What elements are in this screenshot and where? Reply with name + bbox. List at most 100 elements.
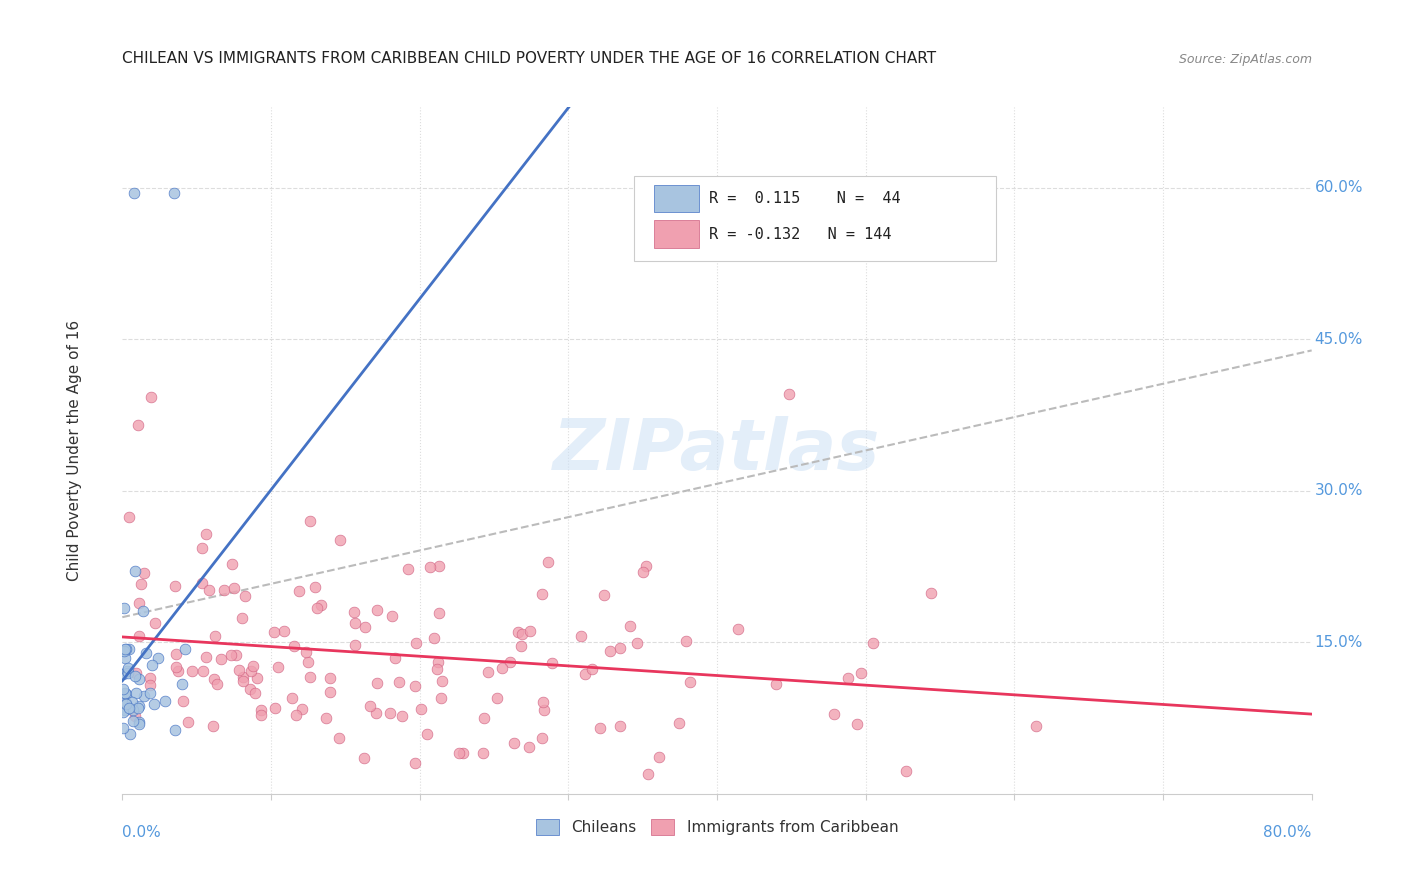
Point [396,561,419,575]
Point [354,620,377,634]
Point [239,664,262,678]
Point [477,665,499,679]
Point [128,699,150,714]
Point [246,671,269,685]
Point [510,627,533,641]
Point [243,686,266,700]
Point [378,706,401,721]
Point [574,667,596,681]
Text: R =  0.115    N =  44: R = 0.115 N = 44 [709,191,900,206]
Point [112,667,135,681]
Point [232,670,254,684]
Point [319,684,342,698]
Point [427,606,450,620]
Point [297,655,319,669]
Point [517,739,540,754]
Point [221,557,243,571]
Point [299,669,322,683]
Point [678,674,700,689]
Point [765,676,787,690]
Point [194,526,217,541]
Point [609,640,631,655]
Point [426,656,449,670]
Point [502,736,524,750]
Point [273,624,295,638]
Point [153,694,176,708]
Point [344,638,367,652]
Point [233,589,256,603]
Point [114,703,136,717]
Point [506,624,529,639]
Point [115,688,138,702]
FancyBboxPatch shape [654,220,699,248]
Point [823,706,845,721]
Point [118,510,141,524]
Point [198,583,221,598]
Point [250,707,273,722]
Point [112,682,135,697]
Point [281,691,304,706]
Point [114,651,136,665]
Point [134,689,156,703]
Point [191,664,214,678]
Point [112,644,135,658]
Text: 80.0%: 80.0% [1263,825,1312,840]
Point [141,657,163,672]
Point [139,672,162,686]
Point [405,636,427,650]
Point [675,633,697,648]
Point [165,648,187,662]
Point [177,714,200,729]
Point [423,631,446,645]
Text: 30.0%: 30.0% [1315,483,1364,499]
Point [225,648,247,662]
Point [266,660,288,674]
Point [128,629,150,643]
Point [343,615,366,630]
Point [114,686,136,700]
Point [1025,718,1047,732]
Point [139,686,162,700]
Point [491,661,513,675]
Point [409,702,432,716]
Point [221,648,243,663]
Point [194,649,217,664]
Point [472,746,495,760]
Point [599,644,621,658]
Text: 45.0%: 45.0% [1315,332,1362,347]
Text: 15.0%: 15.0% [1315,635,1362,650]
Point [112,721,135,735]
Point [353,750,375,764]
Point [124,564,146,578]
Point [391,709,413,723]
Text: CHILEAN VS IMMIGRANTS FROM CARIBBEAN CHILD POVERTY UNDER THE AGE OF 16 CORRELATI: CHILEAN VS IMMIGRANTS FROM CARIBBEAN CHI… [122,51,936,66]
Point [112,600,135,615]
Point [141,390,163,404]
Point [837,672,859,686]
Point [143,697,166,711]
Point [132,566,155,580]
Point [172,677,194,691]
Point [366,706,388,720]
Point [127,418,149,433]
Point [290,702,312,716]
Point [404,680,426,694]
Point [637,766,659,780]
Legend: Chileans, Immigrants from Caribbean: Chileans, Immigrants from Caribbean [530,814,904,841]
Point [384,651,406,665]
Point [122,703,145,717]
Point [589,721,612,735]
Point [329,533,352,548]
Point [250,703,273,717]
Point [509,639,531,653]
Point [128,673,150,687]
Point [415,727,437,741]
Point [132,604,155,618]
Point [285,708,308,723]
Point [381,608,404,623]
Point [128,596,150,610]
Point [315,711,337,725]
Point [499,656,522,670]
Point [592,588,614,602]
Point [449,746,471,760]
